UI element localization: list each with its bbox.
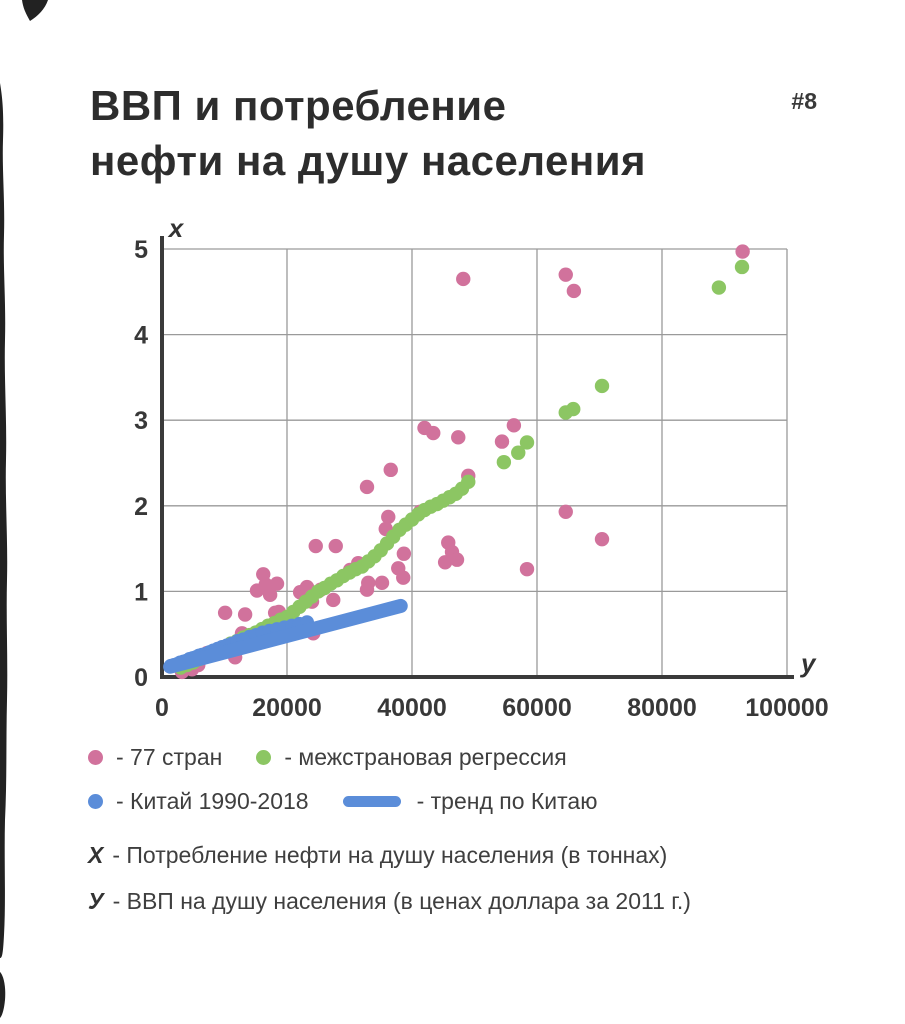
x-tick-label: 40000 <box>377 694 447 722</box>
data-point <box>494 434 510 449</box>
china-trend-line <box>163 598 408 674</box>
y-tick-label: 4 <box>134 322 148 350</box>
data-point <box>456 271 471 287</box>
page-title: ВВП и потребление нефти на душу населени… <box>90 78 646 189</box>
x-tick-label: 20000 <box>252 694 322 722</box>
legend-label-regression: - межстрановая регрессия <box>284 744 567 770</box>
data-point <box>711 280 727 295</box>
legend-label-countries: - 77 стран <box>116 744 223 770</box>
data-point <box>361 575 376 591</box>
axis-notes: X - Потребление нефти на душу населения (… <box>88 842 691 934</box>
title-line-2: нефти на душу населения <box>90 137 647 185</box>
scan-torn-edge-top-left <box>22 0 48 21</box>
y-tick-label: 5 <box>134 236 148 264</box>
data-point <box>594 531 610 547</box>
x-tick-label: 100000 <box>745 694 828 722</box>
data-point <box>566 401 581 417</box>
legend-item-china: - Китай 1990-2018 <box>88 788 309 815</box>
data-point <box>461 474 476 490</box>
data-point <box>396 570 411 585</box>
x-tick-label: 0 <box>155 694 169 722</box>
blue-dot-marker-icon <box>88 794 103 809</box>
data-point <box>451 430 466 445</box>
legend: - 77 стран - межстрановая регрессия - Ки… <box>88 744 631 832</box>
legend-item-countries: - 77 стран <box>88 744 222 771</box>
data-point <box>383 462 398 478</box>
data-point <box>519 561 535 577</box>
vertical-axis-letter: x <box>167 213 185 243</box>
data-point <box>359 479 375 495</box>
data-point <box>558 267 573 282</box>
data-point <box>735 244 750 259</box>
data-point <box>449 552 465 567</box>
y-tick-label: 0 <box>134 664 148 692</box>
data-point <box>237 607 253 622</box>
note-y-text: - ВВП на душу населения (в ценах доллара… <box>112 888 691 914</box>
note-x-symbol: X <box>88 842 104 868</box>
plot-area: 0 20000 40000 60000 80000 100000 0 1 2 3 4 5x y <box>134 213 829 722</box>
y-tick-label: 2 <box>134 493 148 521</box>
note-x-axis: X - Потребление нефти на душу населения (… <box>88 842 691 869</box>
data-point <box>328 538 343 554</box>
title-line-1: ВВП и потребление <box>90 82 507 129</box>
x-tick-label: 60000 <box>502 694 572 722</box>
data-point <box>594 378 610 394</box>
slide-number: #8 <box>791 88 817 114</box>
data-point <box>496 454 512 470</box>
data-point <box>426 425 441 441</box>
legend-row-2: - Китай 1990-2018 - тренд по Китаю <box>88 788 631 815</box>
x-tick-label: 80000 <box>627 694 697 722</box>
y-tick-label: 1 <box>134 578 148 606</box>
legend-row-1: - 77 стран - межстрановая регрессия <box>88 744 631 771</box>
data-point <box>437 555 453 570</box>
y-tick-label: 3 <box>134 407 148 435</box>
data-point <box>558 504 573 519</box>
legend-item-china-trend: - тренд по Китаю <box>342 788 598 815</box>
green-dot-marker-icon <box>256 750 272 765</box>
data-point <box>566 283 582 299</box>
scan-torn-edge-bottom-left <box>0 972 6 1018</box>
data-point <box>381 509 396 525</box>
data-point <box>308 538 323 554</box>
note-y-axis: У - ВВП на душу населения (в ценах доллар… <box>88 888 691 915</box>
data-point <box>262 587 278 603</box>
horizontal-axis-letter: y <box>799 648 817 678</box>
legend-label-china: - Китай 1990-2018 <box>116 788 309 814</box>
data-point <box>519 435 535 450</box>
data-point <box>506 418 522 433</box>
data-point <box>269 576 285 591</box>
note-y-symbol: У <box>88 888 104 914</box>
pink-dot-marker-icon <box>88 750 103 765</box>
data-point <box>511 445 526 460</box>
data-point <box>374 575 390 591</box>
blue-trend-line-icon <box>342 796 401 807</box>
legend-label-china-trend: - тренд по Китаю <box>416 788 598 814</box>
scan-torn-edge-left <box>0 83 8 958</box>
note-x-text: - Потребление нефти на душу населения (в… <box>112 842 668 868</box>
data-point <box>217 605 233 620</box>
data-point <box>396 546 412 561</box>
data-point <box>734 259 750 275</box>
data-point <box>326 592 341 608</box>
legend-item-regression: - межстрановая регрессия <box>256 744 567 771</box>
